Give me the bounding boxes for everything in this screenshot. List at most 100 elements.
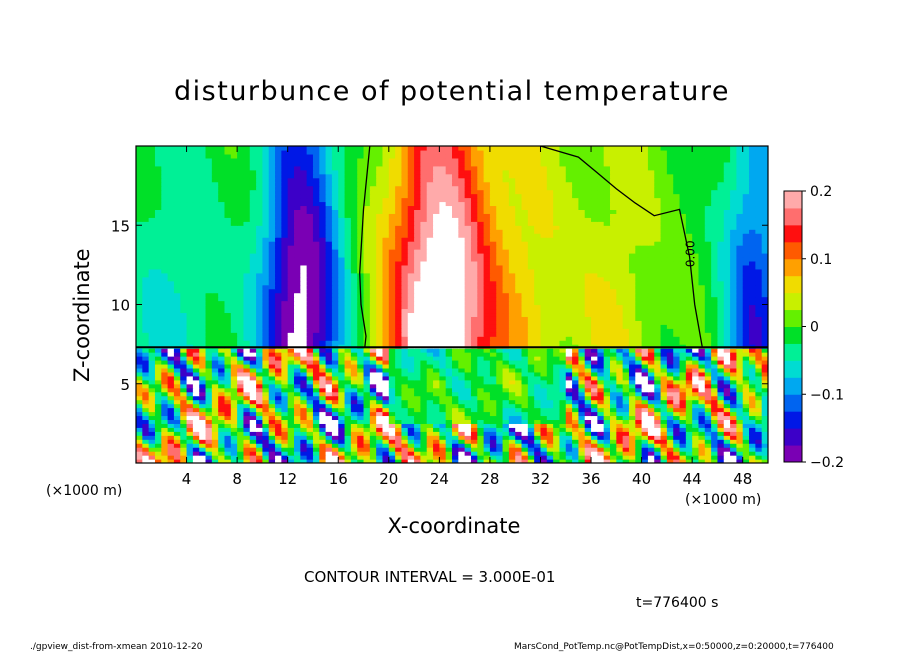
- heatmap-cell: [224, 356, 232, 361]
- heatmap-cell: [306, 276, 314, 282]
- heatmap-cell: [439, 292, 447, 298]
- heatmap-cell: [477, 383, 485, 389]
- heatmap-cell: [711, 363, 719, 369]
- heatmap-cell: [205, 356, 213, 361]
- heatmap-cell: [616, 288, 624, 294]
- heatmap-cell: [344, 451, 352, 456]
- heatmap-cell: [142, 324, 150, 329]
- heatmap-cell: [224, 419, 232, 424]
- heatmap-cell: [287, 268, 295, 274]
- heatmap-cell: [546, 395, 554, 401]
- heatmap-cell: [723, 340, 731, 345]
- heatmap-cell: [660, 447, 668, 452]
- heatmap-cell: [717, 375, 725, 381]
- heatmap-cell: [470, 415, 478, 421]
- heatmap-cell: [723, 379, 731, 385]
- heatmap-cell: [218, 367, 226, 373]
- heatmap-cell: [312, 407, 320, 413]
- heatmap-cell: [426, 447, 434, 452]
- heatmap-cell: [230, 332, 238, 337]
- heatmap-cell: [616, 395, 624, 401]
- heatmap-cell: [363, 292, 371, 298]
- heatmap-cell: [698, 411, 706, 417]
- heatmap-cell: [312, 359, 320, 365]
- heatmap-cell: [610, 459, 617, 463]
- heatmap-cell: [508, 276, 516, 282]
- heatmap-cell: [647, 296, 655, 302]
- heatmap-cell: [660, 363, 668, 369]
- heatmap-cell: [477, 363, 485, 369]
- heatmap-cell: [622, 439, 630, 444]
- heatmap-cell: [350, 296, 358, 302]
- heatmap-cell: [578, 375, 586, 381]
- heatmap-cell: [256, 332, 263, 337]
- heatmap-cell: [692, 455, 700, 460]
- heatmap-cell: [736, 332, 744, 337]
- heatmap-cell: [312, 403, 320, 409]
- heatmap-cell: [749, 336, 756, 341]
- heatmap-cell: [458, 292, 466, 298]
- heatmap-cell: [559, 316, 567, 321]
- heatmap-cell: [584, 348, 592, 353]
- heatmap-cell: [350, 443, 358, 448]
- heatmap-cell: [433, 411, 440, 417]
- heatmap-cell: [268, 423, 276, 428]
- heatmap-cell: [199, 356, 207, 361]
- heatmap-cell: [749, 296, 756, 302]
- heatmap-cell: [692, 443, 700, 448]
- heatmap-cell: [540, 312, 548, 317]
- heatmap-cell: [331, 403, 339, 409]
- heatmap-cell: [578, 280, 586, 286]
- heatmap-cell: [647, 435, 655, 440]
- heatmap-cell: [167, 308, 175, 314]
- heatmap-cell: [559, 387, 567, 393]
- heatmap-cell: [173, 264, 181, 270]
- heatmap-cell: [338, 383, 346, 389]
- heatmap-cell: [591, 316, 598, 321]
- heatmap-cell: [565, 272, 573, 278]
- heatmap-cell: [439, 348, 447, 353]
- heatmap-cell: [338, 387, 346, 393]
- heatmap-cell: [161, 359, 169, 365]
- heatmap-cell: [287, 272, 295, 278]
- heatmap-cell: [306, 308, 314, 314]
- heatmap-cell: [452, 371, 459, 377]
- heatmap-cell: [268, 435, 276, 440]
- heatmap-cell: [154, 356, 162, 361]
- heatmap-cell: [344, 423, 352, 428]
- heatmap-cell: [218, 304, 226, 310]
- heatmap-cell: [483, 415, 491, 421]
- heatmap-cell: [395, 447, 403, 452]
- heatmap-cell: [350, 439, 358, 444]
- heatmap-cell: [300, 383, 308, 389]
- heatmap-cell: [515, 363, 523, 369]
- heatmap-cell: [673, 371, 681, 377]
- heatmap-cell: [224, 324, 232, 329]
- heatmap-cell: [685, 403, 693, 409]
- heatmap-cell: [136, 288, 143, 294]
- heatmap-cell: [262, 352, 270, 357]
- heatmap-cell: [540, 415, 548, 421]
- heatmap-cell: [452, 328, 459, 333]
- heatmap-cell: [338, 268, 346, 274]
- heatmap-cell: [578, 443, 586, 448]
- heatmap-cell: [306, 272, 314, 278]
- heatmap-cell: [521, 308, 529, 314]
- heatmap-cell: [496, 391, 504, 397]
- heatmap-cell: [591, 411, 598, 417]
- heatmap-cell: [641, 419, 649, 424]
- heatmap-cell: [635, 439, 643, 444]
- heatmap-cell: [218, 292, 226, 298]
- heatmap-cell: [433, 443, 440, 448]
- heatmap-cell: [306, 387, 314, 393]
- heatmap-cell: [180, 459, 188, 463]
- heatmap-cell: [736, 292, 744, 298]
- heatmap-cell: [338, 439, 346, 444]
- heatmap-cell: [388, 439, 396, 444]
- heatmap-cell: [489, 403, 497, 409]
- heatmap-cell: [666, 363, 674, 369]
- heatmap-cell: [730, 403, 737, 409]
- heatmap-cell: [192, 455, 200, 460]
- heatmap-cell: [641, 348, 649, 353]
- heatmap-cell: [243, 399, 251, 405]
